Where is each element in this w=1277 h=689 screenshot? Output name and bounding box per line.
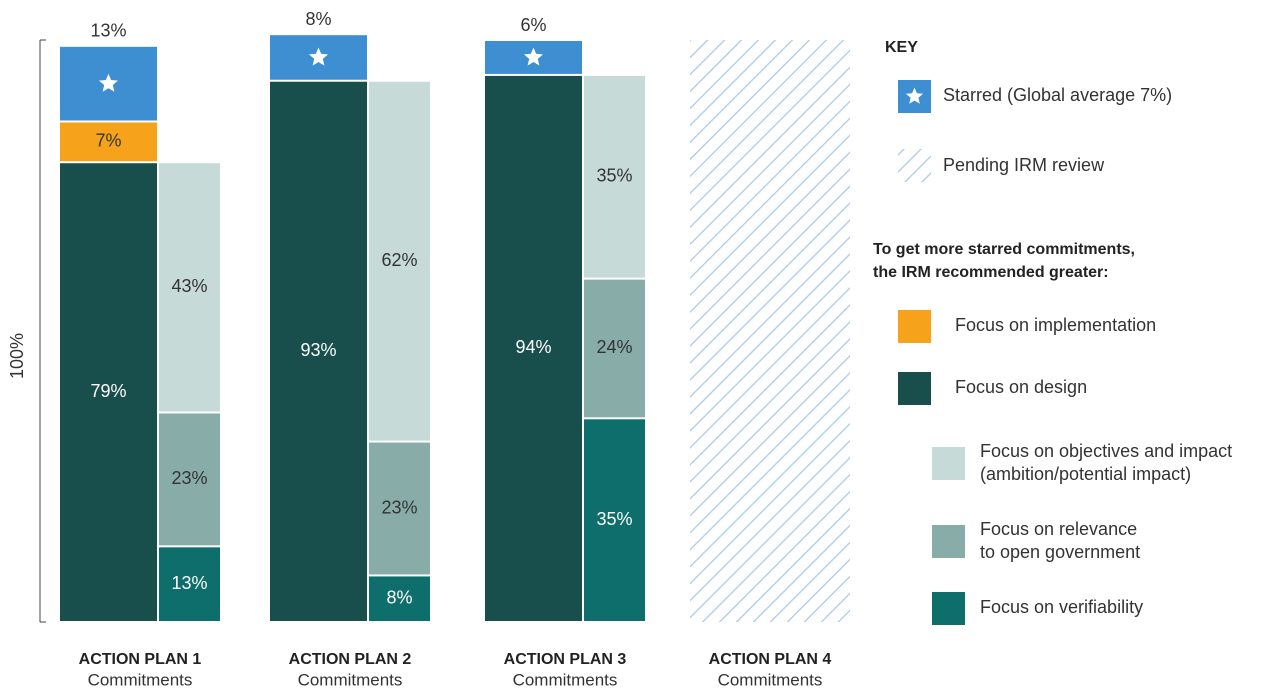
legend-swatch [932,447,965,480]
legend-heading: To get more starred commitments, [873,241,1135,258]
star-icon [309,47,328,66]
x-tick-label: ACTION PLAN 2 [289,651,412,668]
x-tick-sublabel: Commitments [513,670,618,689]
data-label: 43% [171,276,207,296]
bar-segment [369,81,430,441]
data-label: 62% [381,250,417,270]
data-label: 23% [171,468,207,488]
bar-segment [584,75,645,278]
bar-segment [60,122,157,162]
legend-heading: the IRM recommended greater: [873,264,1109,281]
bar-segment [584,279,645,418]
bar-segment [584,419,645,621]
data-label: 93% [300,340,336,360]
legend-swatch [898,310,931,343]
star-icon [99,73,118,92]
star-icon [905,87,924,104]
legend-title: KEY [885,39,918,56]
data-label: 8% [305,9,331,29]
bar-segment [60,163,157,621]
x-tick-sublabel: Commitments [718,670,823,689]
x-tick-label: ACTION PLAN 3 [504,651,627,668]
data-label: 7% [95,131,121,151]
legend-label: Focus on implementation [955,315,1156,335]
x-tick-label: ACTION PLAN 4 [709,651,832,668]
legend-swatch [898,372,931,405]
bar-segment [485,75,582,622]
legend-label: (ambition/potential impact) [980,464,1191,484]
data-label: 79% [90,381,126,401]
legend-label: to open government [980,542,1140,562]
pending-bar [690,40,850,622]
x-tick-label: ACTION PLAN 1 [79,651,202,668]
bar-segment [369,442,430,575]
bar-segment [270,81,367,622]
x-tick-sublabel: Commitments [88,670,193,689]
data-label: 13% [171,573,207,593]
legend-label: Focus on relevance [980,519,1137,539]
x-tick-sublabel: Commitments [298,670,403,689]
bar-segment [159,547,220,621]
legend-label: Starred (Global average 7%) [943,85,1172,105]
legend-swatch [932,592,965,625]
bar-segment [159,413,220,546]
bar-segment [159,163,220,412]
data-label: 8% [386,587,412,607]
legend-label: Pending IRM review [943,155,1105,175]
data-label: 35% [596,166,632,186]
legend-label: Focus on verifiability [980,597,1143,617]
axis-label: 100% [7,333,27,379]
bar-segment [369,576,430,621]
data-label: 35% [596,509,632,529]
legend-swatch [898,149,931,182]
star-icon [524,47,543,66]
data-label: 94% [515,337,551,357]
legend-swatch [932,525,965,558]
data-label: 23% [381,497,417,517]
data-label: 6% [520,15,546,35]
data-label: 13% [90,21,126,41]
legend-label: Focus on design [955,377,1087,397]
legend-label: Focus on objectives and impact [980,441,1232,461]
data-label: 24% [596,337,632,357]
